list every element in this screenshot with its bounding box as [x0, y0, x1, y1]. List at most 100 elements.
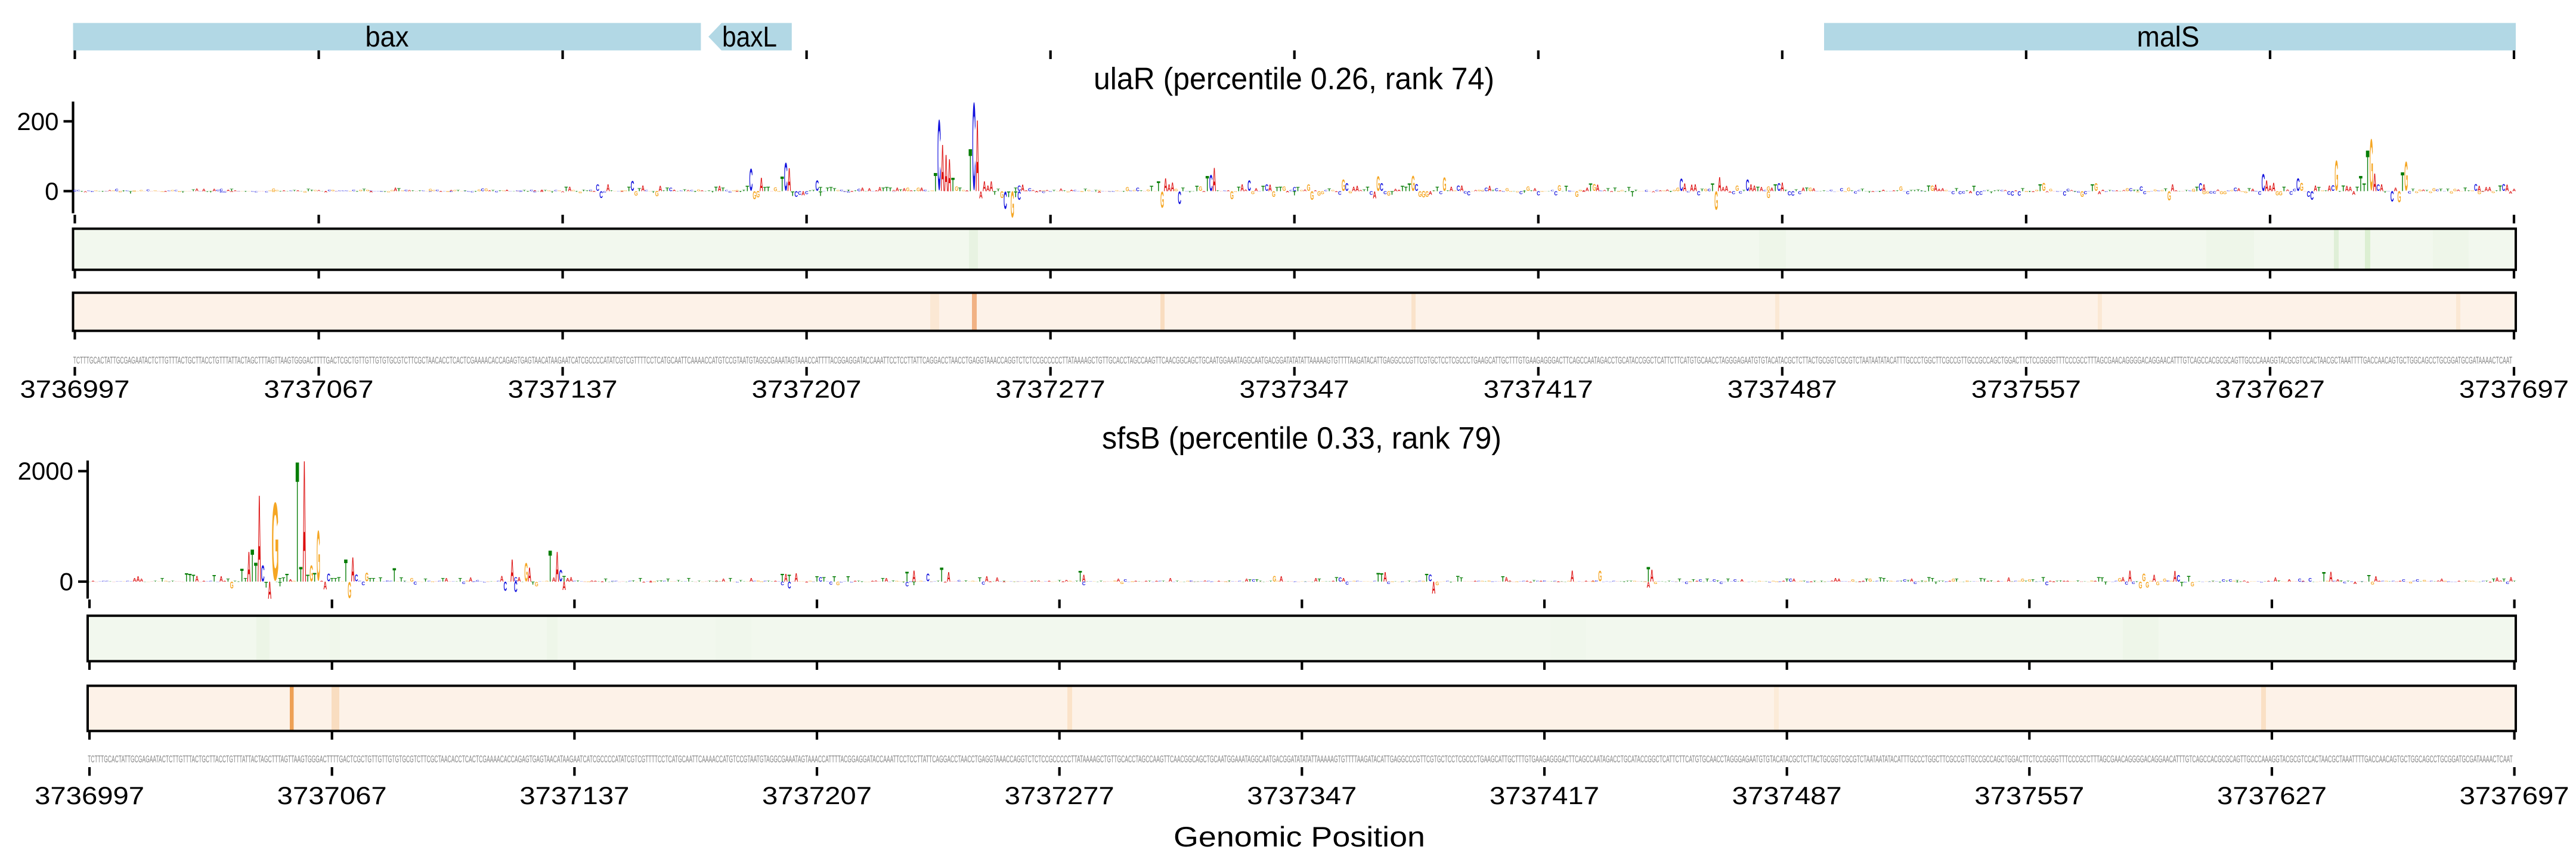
svg-text:G: G [1283, 186, 1286, 193]
svg-text:3737067: 3737067 [264, 375, 374, 403]
svg-text:T: T [1860, 188, 1864, 191]
svg-text:G: G [417, 581, 420, 582]
svg-text:C: C [1010, 581, 1013, 582]
svg-text:T: T [2236, 582, 2240, 583]
svg-text:T: T [2485, 581, 2489, 582]
svg-text:G: G [272, 480, 279, 604]
svg-text:A: A [140, 577, 143, 582]
svg-text:T: T [392, 564, 396, 586]
svg-text:C: C [1089, 581, 1092, 582]
svg-text:A: A [2251, 189, 2255, 192]
svg-text:G: G [1080, 191, 1085, 192]
svg-text:C: C [105, 581, 109, 582]
svg-text:A: A [1037, 580, 1041, 582]
svg-text:T: T [2339, 580, 2343, 582]
svg-text:A: A [1830, 580, 1834, 582]
svg-text:A: A [1429, 190, 1432, 196]
svg-text:T: T [2324, 190, 2329, 191]
svg-text:C: C [1293, 582, 1297, 583]
svg-text:G: G [1481, 190, 1485, 191]
svg-text:C: C [467, 191, 470, 192]
svg-text:G: G [1115, 190, 1119, 191]
svg-text:C: C [289, 190, 293, 191]
svg-text:A: A [351, 550, 355, 589]
svg-text:A: A [1432, 579, 1435, 598]
svg-text:T: T [1785, 577, 1789, 582]
svg-text:A: A [1770, 186, 1774, 192]
svg-text:C: C [470, 191, 475, 193]
svg-text:G: G [2404, 153, 2408, 199]
svg-text:A: A [227, 190, 230, 192]
svg-text:A: A [1144, 581, 1148, 582]
svg-text:G: G [122, 581, 126, 582]
svg-text:T: T [2185, 190, 2189, 191]
svg-text:G: G [930, 581, 933, 582]
svg-text:T: T [2383, 190, 2388, 193]
svg-text:T: T [739, 580, 743, 582]
svg-text:G: G [2478, 190, 2481, 195]
svg-text:C: C [1605, 581, 1609, 582]
svg-text:A: A [500, 575, 504, 584]
svg-text:G: G [1321, 190, 1324, 195]
svg-text:C: C [1739, 191, 1742, 194]
svg-text:A: A [2128, 568, 2132, 586]
svg-text:T: T [1491, 190, 1496, 191]
svg-text:G: G [1363, 581, 1366, 582]
svg-text:G: G [2126, 187, 2129, 192]
svg-text:T: T [1924, 191, 1928, 192]
svg-text:T: T [891, 580, 896, 582]
svg-text:C: C [905, 581, 909, 589]
svg-text:T: T [2492, 577, 2496, 582]
svg-text:C: C [1777, 181, 1781, 193]
svg-text:T: T [2355, 186, 2359, 193]
svg-text:C: C [1791, 190, 1795, 198]
svg-text:T: T [2401, 166, 2404, 197]
svg-text:T: T [191, 189, 195, 192]
svg-text:T: T [2239, 581, 2243, 582]
svg-text:G: G [1809, 187, 1812, 192]
svg-text:A: A [801, 190, 805, 197]
svg-text:T: T [1934, 581, 1938, 585]
svg-text:T: T [403, 581, 407, 582]
svg-text:C: C [73, 191, 77, 192]
svg-text:G: G [429, 189, 432, 192]
svg-text:C: C [596, 183, 599, 193]
svg-text:A: A [212, 189, 216, 192]
svg-text:T: T [2195, 186, 2199, 193]
svg-text:C: C [1108, 191, 1111, 192]
svg-text:C: C [2360, 581, 2364, 582]
svg-text:C: C [451, 581, 455, 582]
svg-text:C: C [1519, 190, 1523, 195]
svg-text:A: A [1134, 581, 1138, 582]
svg-text:C: C [115, 189, 119, 192]
svg-text:A: A [878, 581, 881, 582]
svg-text:G: G [1478, 189, 1481, 192]
svg-text:A: A [540, 190, 544, 192]
svg-text:A: A [593, 581, 597, 582]
svg-text:C: C [2159, 581, 2163, 582]
svg-text:T: T [627, 186, 631, 193]
svg-text:G: G [1120, 582, 1124, 585]
svg-text:G: G [634, 190, 638, 198]
svg-text:C: C [1983, 190, 1987, 191]
svg-text:A: A [912, 568, 916, 586]
svg-text:A: A [1168, 182, 1171, 193]
svg-text:T: T [1979, 577, 1983, 582]
svg-text:C: C [404, 190, 408, 191]
svg-text:A: A [2272, 181, 2275, 194]
svg-text:G: G [975, 581, 979, 582]
svg-text:G: G [670, 581, 673, 582]
svg-text:A: A [1383, 570, 1387, 585]
svg-text:G: G [1230, 190, 1234, 202]
svg-text:G: G [1352, 581, 1357, 582]
svg-text:3737627: 3737627 [2215, 375, 2325, 403]
svg-text:C: C [1370, 190, 1373, 196]
svg-text:A: A [2243, 580, 2247, 582]
svg-text:G: G [314, 190, 318, 191]
svg-text:A: A [1217, 581, 1221, 582]
svg-text:T: T [1335, 576, 1339, 583]
svg-text:T: T [1896, 190, 1900, 191]
svg-text:A: A [1106, 581, 1110, 582]
svg-text:C: C [2293, 189, 2296, 192]
svg-text:A: A [1504, 576, 1508, 584]
